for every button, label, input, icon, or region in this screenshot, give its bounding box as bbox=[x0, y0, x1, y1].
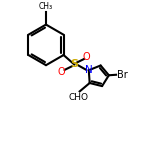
Text: CHO: CHO bbox=[69, 93, 89, 102]
Text: O: O bbox=[58, 67, 66, 77]
Text: CH₃: CH₃ bbox=[39, 2, 53, 11]
Text: S: S bbox=[70, 59, 78, 69]
Text: N: N bbox=[85, 65, 93, 75]
Text: Br: Br bbox=[117, 70, 128, 80]
Text: O: O bbox=[83, 52, 91, 62]
